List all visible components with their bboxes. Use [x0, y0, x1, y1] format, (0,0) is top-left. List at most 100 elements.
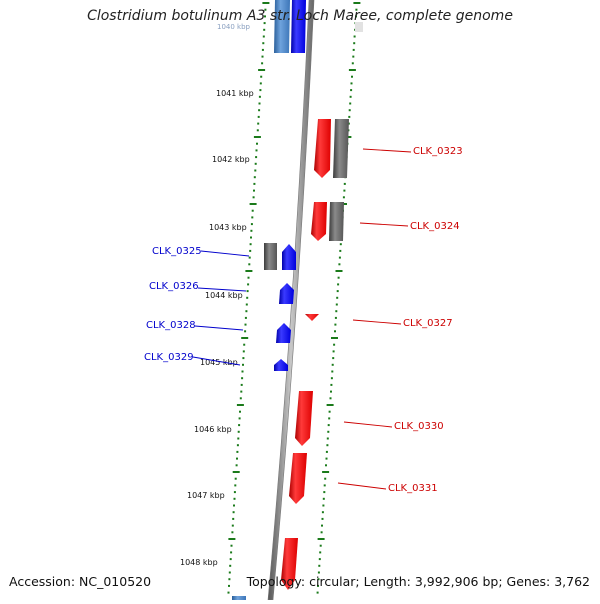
major-tick [236, 404, 244, 406]
minor-tick [236, 450, 239, 453]
label-leader-line [352, 319, 402, 325]
major-tick [335, 270, 343, 272]
minor-tick [327, 430, 330, 433]
gene-label[interactable]: CLK_0326 [149, 281, 199, 292]
minor-tick [259, 82, 262, 85]
label-leader-line [192, 356, 241, 366]
minor-tick [234, 484, 237, 487]
minor-tick [263, 22, 266, 25]
minor-tick [245, 310, 248, 313]
minor-tick [355, 15, 357, 18]
minor-tick [239, 397, 242, 400]
minor-tick [250, 223, 253, 226]
gene-label[interactable]: CLK_0331 [388, 483, 438, 494]
minor-tick [352, 55, 355, 58]
minor-tick [238, 417, 241, 420]
minor-tick [233, 497, 236, 500]
minor-tick [242, 363, 244, 366]
minor-tick [328, 417, 331, 420]
label-leader-line [194, 325, 244, 331]
minor-tick [317, 584, 319, 587]
minor-tick [325, 457, 328, 460]
major-tick [245, 270, 253, 272]
reverse-gene-arrow [289, 453, 307, 504]
minor-tick [319, 544, 322, 547]
minor-tick [339, 243, 342, 246]
minor-tick [327, 424, 330, 427]
minor-tick [236, 457, 238, 460]
major-tick [326, 404, 334, 406]
gray-feature [329, 202, 344, 241]
minor-tick [322, 504, 325, 507]
minor-tick [320, 531, 323, 534]
minor-tick [244, 323, 247, 326]
major-tick [317, 538, 325, 540]
major-tick [241, 337, 249, 339]
minor-tick [263, 28, 266, 31]
forward-gene-arrow [274, 359, 288, 371]
minor-tick [256, 142, 258, 145]
label-leader-line [197, 287, 247, 292]
minor-tick [228, 578, 231, 581]
minor-tick [232, 511, 235, 514]
minor-tick [240, 383, 243, 386]
minor-tick [248, 263, 251, 266]
minor-tick [229, 564, 232, 567]
minor-tick [246, 290, 249, 293]
minor-tick [316, 591, 319, 594]
gene-label[interactable]: CLK_0325 [152, 246, 202, 257]
major-tick [253, 136, 261, 138]
minor-tick [334, 316, 337, 319]
gene-label[interactable]: CLK_0324 [410, 221, 460, 232]
minor-tick [250, 229, 253, 232]
genome-summary-text: Topology: circular; Length: 3,992,906 bp… [246, 574, 590, 589]
top-partial-tick-label: 1040 kbp [217, 23, 251, 31]
minor-tick [227, 591, 230, 594]
light-blue-feature [274, 0, 290, 53]
kbp-tick-label: 1046 kbp [194, 425, 232, 434]
minor-tick [338, 263, 341, 266]
reverse-gene-arrow [305, 314, 319, 321]
minor-tick [334, 323, 337, 326]
label-leader-line [359, 222, 409, 227]
minor-tick [261, 62, 264, 65]
minor-tick [351, 62, 354, 65]
minor-tick [231, 524, 234, 527]
minor-tick [318, 558, 321, 561]
minor-tick [335, 310, 338, 313]
minor-tick [336, 296, 339, 299]
minor-tick [342, 196, 345, 199]
gene-label[interactable]: CLK_0328 [146, 320, 196, 331]
minor-tick [237, 437, 240, 440]
light-blue-feature [232, 596, 246, 600]
minor-tick [239, 410, 241, 413]
minor-tick [240, 390, 243, 393]
minor-tick [236, 444, 239, 447]
gene-label[interactable]: CLK_0323 [413, 146, 463, 157]
gene-label[interactable]: CLK_0329 [144, 352, 194, 363]
minor-tick [321, 511, 324, 514]
accession-text: Accession: NC_010520 [9, 574, 152, 589]
label-leader-line [362, 148, 412, 153]
minor-tick [234, 477, 237, 480]
kbp-tick-label: 1043 kbp [209, 223, 247, 232]
gene-label[interactable]: CLK_0330 [394, 421, 444, 432]
minor-tick [317, 578, 320, 581]
kbp-tick-label: 1048 kbp [180, 558, 218, 567]
minor-tick [328, 410, 331, 413]
minor-tick [353, 42, 356, 45]
minor-tick [238, 424, 241, 427]
minor-tick [258, 95, 261, 98]
minor-tick [251, 216, 254, 219]
major-tick [262, 2, 270, 4]
gene-label[interactable]: CLK_0327 [403, 318, 453, 329]
reverse-gene-arrow [311, 202, 327, 241]
minor-tick [351, 75, 353, 78]
kbp-tick-label: 1044 kbp [205, 291, 243, 300]
minor-tick [337, 283, 340, 286]
kbp-tick-label: 1042 kbp [212, 155, 250, 164]
minor-tick [337, 276, 340, 279]
minor-tick [241, 377, 244, 380]
minor-tick [349, 102, 352, 105]
minor-tick [254, 162, 257, 165]
